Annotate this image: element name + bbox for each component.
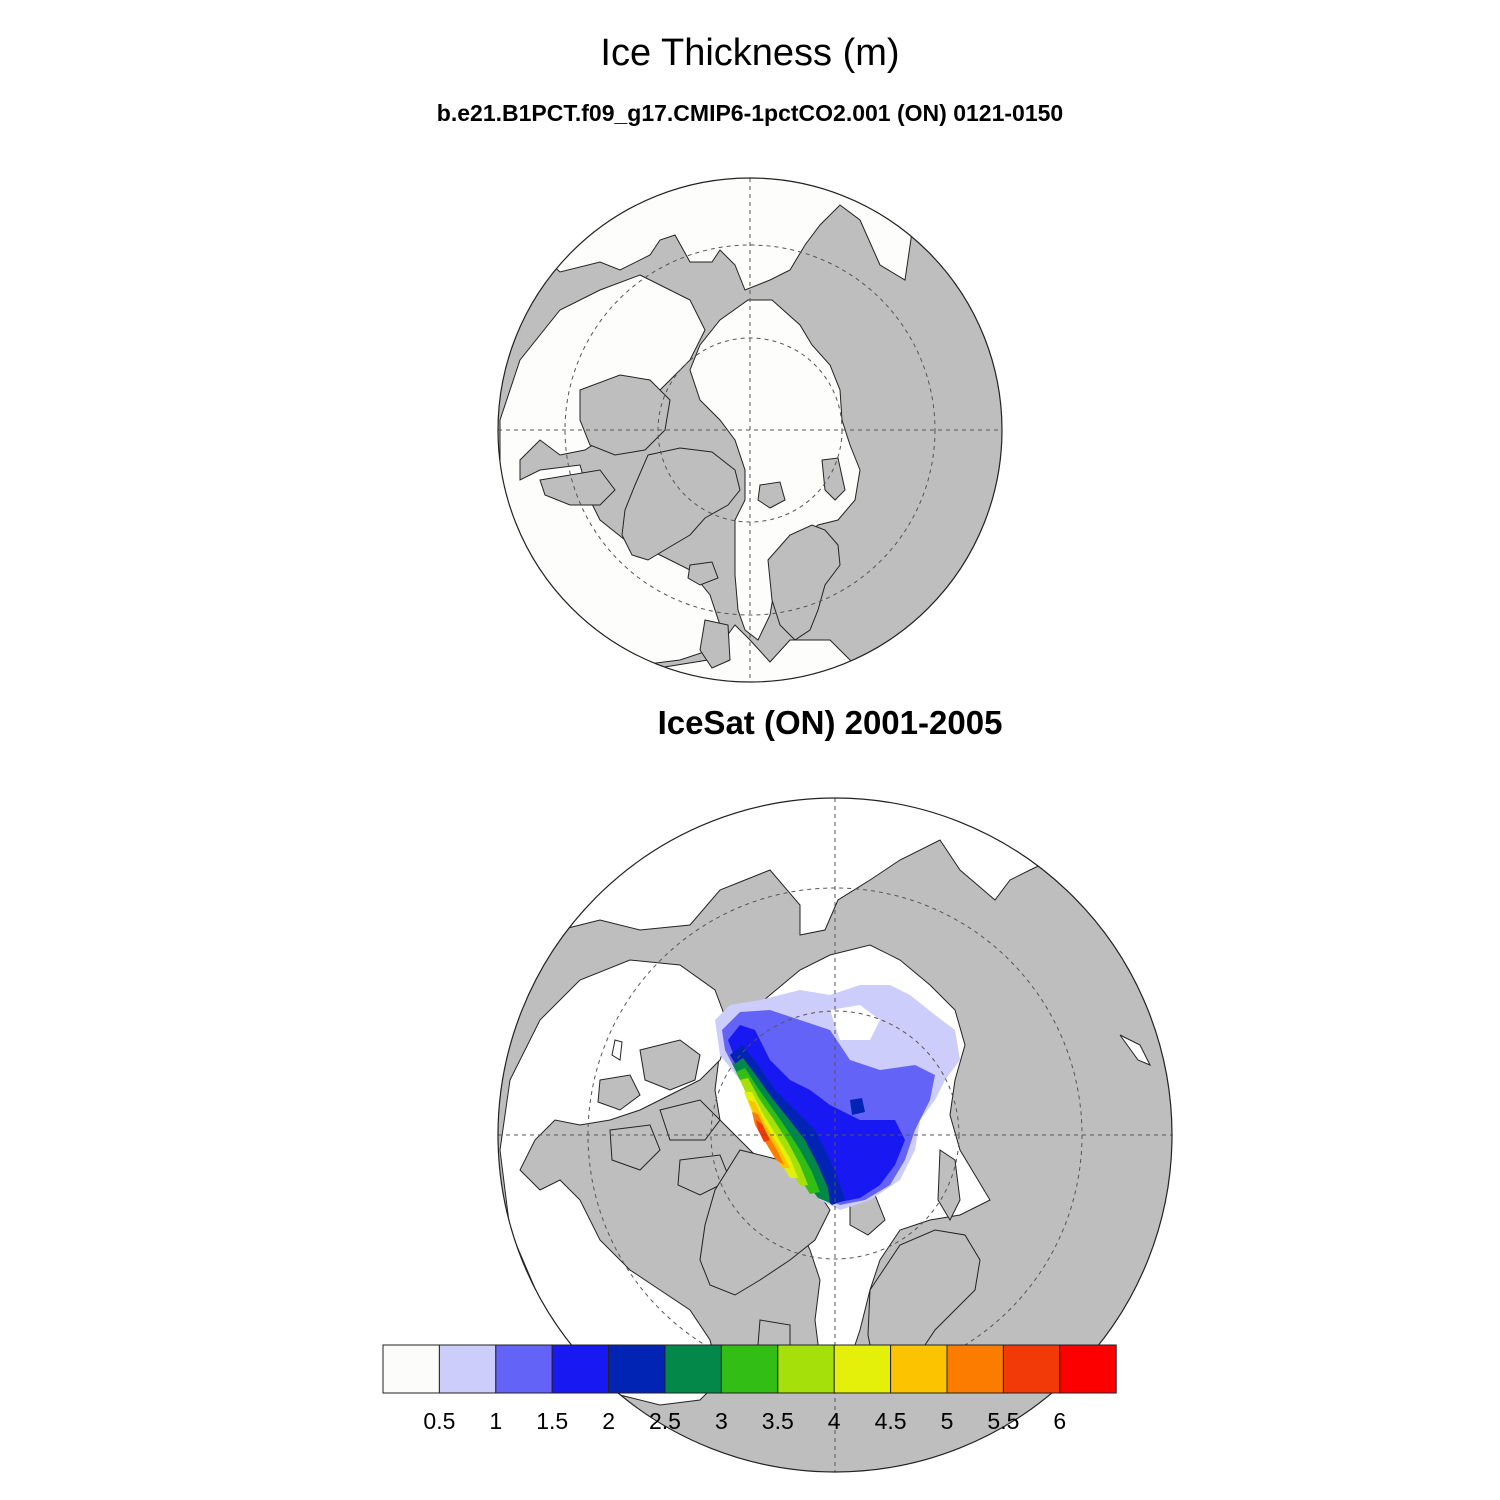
- colorbar-tick-label: 6: [1053, 1408, 1066, 1434]
- map-boundary: [497, 797, 1173, 1473]
- colorbar-tick-label: 4: [828, 1408, 841, 1434]
- panel2-title: IceSat (ON) 2001-2005: [657, 704, 1003, 741]
- land-layer: [498, 178, 1002, 682]
- contour-5.5-6: [756, 1120, 770, 1142]
- colorbar-tick-label: 2.5: [649, 1408, 681, 1434]
- colorbar-box: [495, 1344, 553, 1394]
- graticule: [498, 178, 1002, 682]
- figure-title: Ice Thickness (m): [600, 32, 900, 74]
- colorbar-labels: 0.5 1 1.5 2 2.5 3 3.5 4 4.5 5 5.5 6: [423, 1408, 1066, 1434]
- colorbar-tick-label: 5.5: [987, 1408, 1019, 1434]
- colorbar-tick-label: 2: [602, 1408, 615, 1434]
- colorbar-tick-label: 4.5: [875, 1408, 907, 1434]
- colorbar-tick-label: 1: [489, 1408, 502, 1434]
- colorbar-box: [608, 1344, 666, 1394]
- colorbar-box: [890, 1344, 948, 1394]
- colorbar-box: [946, 1344, 1004, 1394]
- map-panel-icesat: [497, 797, 1173, 1473]
- thick-ice-patch: [850, 1098, 865, 1115]
- colorbar-box: [833, 1344, 892, 1394]
- colorbar-box: [1002, 1344, 1061, 1394]
- colorbar-box: [438, 1344, 497, 1394]
- map-boundary: [497, 177, 1003, 683]
- colorbar-tick-label: 3.5: [762, 1408, 794, 1434]
- colorbar-box: [551, 1344, 610, 1394]
- colorbar-tick-label: 5: [941, 1408, 954, 1434]
- open-water-patch: [830, 1005, 880, 1040]
- colorbar-box: [382, 1344, 440, 1394]
- colorbar-box: [664, 1344, 722, 1394]
- colorbar-box: [720, 1344, 779, 1394]
- contour-1.5-2: [728, 1025, 905, 1202]
- ice-thickness-field: [715, 985, 960, 1210]
- map-panel-model: [497, 177, 1003, 683]
- colorbar: 0.5 1 1.5 2 2.5 3 3.5 4 4.5 5 5.5 6: [382, 1344, 1117, 1434]
- panel1-title: b.e21.B1PCT.f09_g17.CMIP6-1pctCO2.001 (O…: [436, 100, 1064, 126]
- colorbar-tick-label: 0.5: [423, 1408, 455, 1434]
- colorbar-tick-label: 1.5: [536, 1408, 568, 1434]
- colorbar-box: [1059, 1344, 1117, 1394]
- colorbar-tick-label: 3: [715, 1408, 728, 1434]
- colorbar-box: [777, 1344, 835, 1394]
- colorbar-boxes: [382, 1344, 1117, 1394]
